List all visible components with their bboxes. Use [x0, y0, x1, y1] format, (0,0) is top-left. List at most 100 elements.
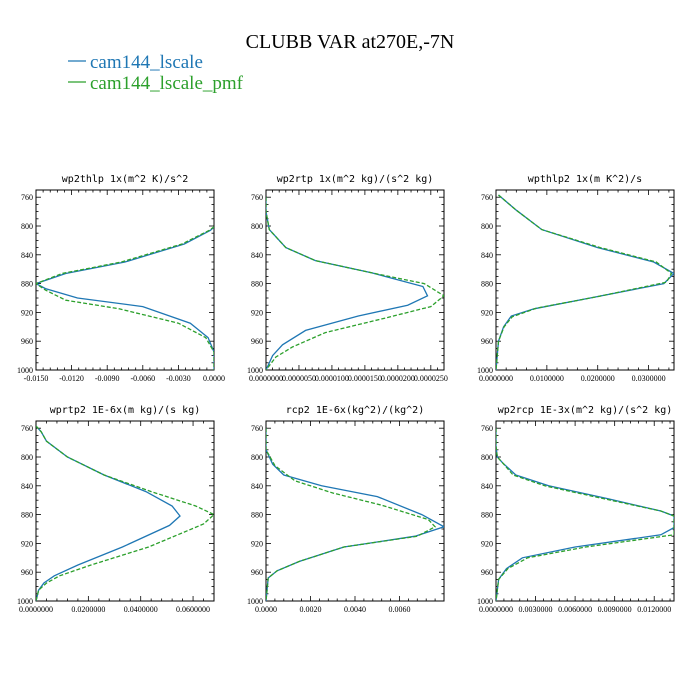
x-tick-label: -0.0060 [130, 374, 155, 383]
y-tick-label: 1000 [17, 366, 33, 375]
y-tick-label: 800 [481, 222, 493, 231]
y-tick-label: 920 [251, 539, 263, 548]
y-tick-label: 1000 [477, 597, 493, 606]
panel-5: rcp2 1E-6x(kg^2)/(kg^2) 760 800 840 880 920 96… [247, 405, 445, 614]
panel-title: wp2rtp 1x(m^2 kg)/(s^2 kg) [277, 174, 434, 185]
x-tick-label: 0.0020 [300, 605, 322, 614]
panel-4: wprtp2 1E-6x(m kg)/(s kg) 760 800 840 880 920… [17, 405, 215, 614]
x-tick-label: 0.0000000 [479, 374, 513, 383]
plot-frame [265, 420, 445, 602]
x-tick-label: -0.0090 [95, 374, 120, 383]
y-tick-label: 800 [251, 222, 263, 231]
series-line-lscale [266, 428, 444, 601]
x-tick-label: -0.0030 [166, 374, 191, 383]
y-tick-label: 960 [21, 568, 33, 577]
x-tick-label: 0.0060 [389, 605, 411, 614]
x-tick-label: 0.0030000 [519, 605, 553, 614]
series-line-lscale-pmf [36, 425, 214, 601]
y-tick-label: 760 [21, 424, 33, 433]
panel-2: wp2rtp 1x(m^2 kg)/(s^2 kg) 760 800 840 880 92… [247, 174, 448, 383]
series-line-lscale-pmf [266, 428, 437, 601]
x-tick-label: 0.0040 [344, 605, 366, 614]
legend-label-lscale-pmf: cam144_lscale_pmf [90, 73, 244, 94]
y-tick-label: 760 [251, 424, 263, 433]
legend-entry-lscale: cam144_lscale [68, 52, 203, 73]
y-tick-label: 800 [21, 453, 33, 462]
y-tick-label: 800 [481, 453, 493, 462]
plot-frame [35, 189, 215, 371]
x-tick-label: 0.0000250 [414, 374, 448, 383]
x-tick-label: -0.0120 [59, 374, 84, 383]
y-tick-label: 1000 [247, 597, 263, 606]
y-tick-label: 920 [21, 539, 33, 548]
y-tick-label: 920 [481, 308, 493, 317]
y-tick-label: 960 [481, 568, 493, 577]
y-tick-label: 920 [251, 308, 263, 317]
y-tick-label: 1000 [477, 366, 493, 375]
y-tick-label: 760 [21, 193, 33, 202]
x-tick-label: -0.0150 [24, 374, 49, 383]
x-tick-label: 0.0000100 [315, 374, 349, 383]
y-tick-label: 880 [251, 511, 263, 520]
legend: cam144_lscale cam144_lscale_pmf [68, 52, 244, 94]
y-tick-label: 960 [481, 337, 493, 346]
series-line-lscale [36, 226, 214, 370]
x-tick-label: 0.0100000 [530, 374, 564, 383]
x-tick-label: 0.0120000 [637, 605, 671, 614]
y-tick-label: 760 [251, 193, 263, 202]
y-tick-label: 760 [481, 193, 493, 202]
y-tick-label: 840 [481, 482, 493, 491]
series-line-lscale [36, 425, 181, 601]
series-line-lscale-pmf [496, 194, 673, 370]
y-tick-label: 1000 [247, 366, 263, 375]
panel-title: wp2rcp 1E-3x(m^2 kg)/(s^2 kg) [498, 405, 673, 416]
panel-title: wprtp2 1E-6x(m kg)/(s kg) [50, 405, 201, 416]
x-tick-label: 0.0000150 [348, 374, 382, 383]
panel-title: rcp2 1E-6x(kg^2)/(kg^2) [286, 405, 424, 416]
x-tick-label: 0.0400000 [124, 605, 158, 614]
series-line-lscale-pmf [266, 197, 444, 370]
x-tick-label: 0.0000000 [19, 605, 53, 614]
x-tick-label: 0.0600000 [176, 605, 210, 614]
y-tick-label: 800 [21, 222, 33, 231]
legend-entry-lscale-pmf: cam144_lscale_pmf [68, 73, 244, 94]
series-line-lscale [496, 428, 674, 601]
x-tick-label: 0.0000200 [381, 374, 415, 383]
panel-title: wp2thlp 1x(m^2 K)/s^2 [62, 174, 188, 185]
x-tick-label: 0.0200000 [71, 605, 105, 614]
plot-frame [495, 189, 675, 371]
y-tick-label: 920 [481, 539, 493, 548]
panel-6: wp2rcp 1E-3x(m^2 kg)/(s^2 kg) 760 800 840 88… [477, 405, 675, 614]
plot-frame [35, 420, 215, 602]
y-tick-label: 960 [21, 337, 33, 346]
panel-3: wpthlp2 1x(m K^2)/s 760 800 840 880 920 960 100… [477, 174, 675, 383]
y-tick-label: 920 [21, 308, 33, 317]
y-tick-label: 800 [251, 453, 263, 462]
y-tick-label: 760 [481, 424, 493, 433]
y-tick-label: 880 [21, 511, 33, 520]
panel-grid: wp2thlp 1x(m^2 K)/s^2 760 800 840 880 920 960 1… [17, 174, 675, 614]
series-line-lscale-pmf [36, 226, 214, 370]
y-tick-label: 960 [251, 568, 263, 577]
y-tick-label: 880 [481, 511, 493, 520]
x-tick-label: 0.0000050 [282, 374, 316, 383]
x-tick-label: 0.0300000 [632, 374, 666, 383]
x-tick-label: 0.0090000 [598, 605, 632, 614]
legend-label-lscale: cam144_lscale [90, 52, 203, 73]
plot-frame [495, 420, 675, 602]
y-tick-label: 840 [21, 482, 33, 491]
y-tick-label: 880 [251, 280, 263, 289]
y-tick-label: 840 [21, 251, 33, 260]
x-tick-label: 0.0000000 [249, 374, 283, 383]
y-tick-label: 880 [21, 280, 33, 289]
series-line-lscale [266, 197, 429, 370]
y-tick-label: 840 [251, 482, 263, 491]
x-tick-label: 0.0000 [255, 605, 277, 614]
x-tick-label: 0.0000 [203, 374, 225, 383]
series-line-lscale-pmf [496, 428, 674, 601]
plot-frame [265, 189, 445, 371]
y-tick-label: 1000 [17, 597, 33, 606]
y-tick-label: 840 [251, 251, 263, 260]
figure-title: CLUBB VAR at270E,-7N [246, 31, 455, 53]
